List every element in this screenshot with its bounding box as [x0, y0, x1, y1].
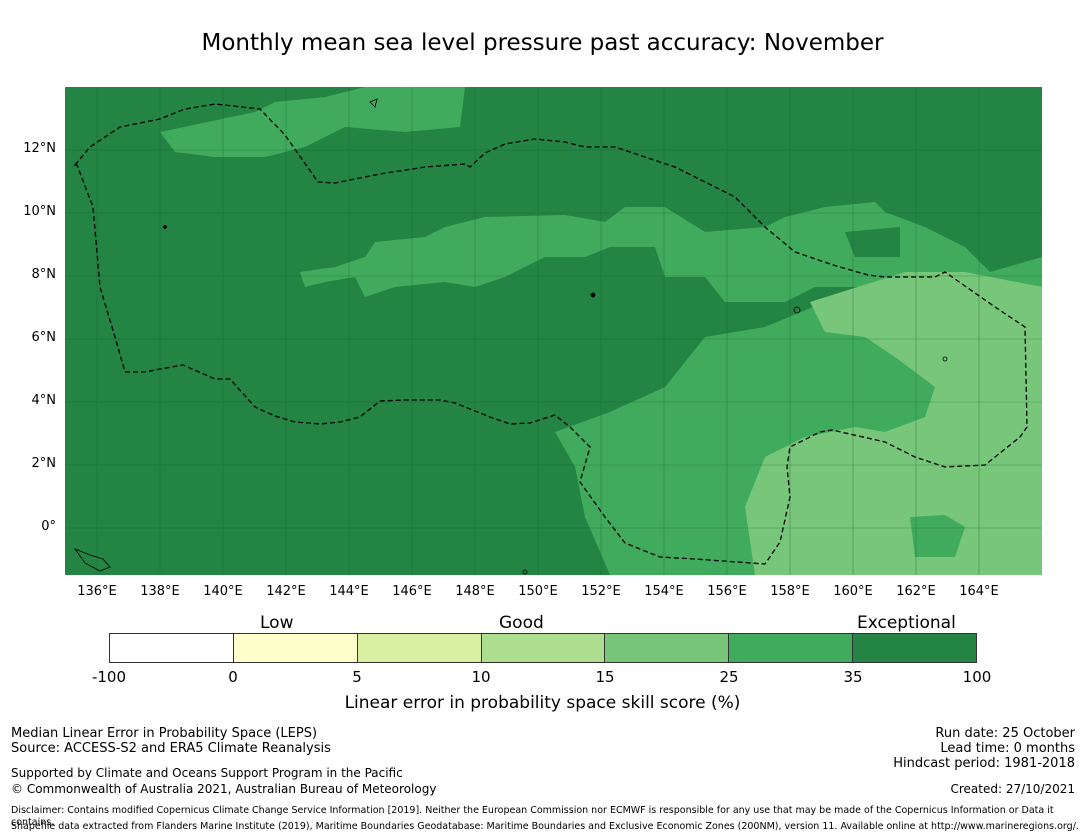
footer-copyright: © Commonwealth of Australia 2021, Austra…	[11, 782, 437, 796]
lon-label: 162°E	[896, 584, 936, 599]
colorbar	[109, 633, 977, 663]
category-exceptional: Exceptional	[857, 613, 956, 633]
colorbar-tick: 5	[352, 668, 362, 686]
run-date: Run date: 25 October	[935, 726, 1075, 741]
shapefile-credit: Shapefile data extracted from Flanders M…	[11, 821, 1079, 832]
colorbar-segment	[233, 634, 358, 662]
lon-label: 152°E	[581, 584, 621, 599]
colorbar-segment	[357, 634, 482, 662]
region-high-southeast	[555, 302, 935, 575]
region-mid-east	[745, 272, 1042, 575]
colorbar-segment	[853, 634, 977, 662]
skill-map	[65, 87, 1042, 575]
colorbar-tick: 35	[843, 668, 863, 686]
lon-label: 146°E	[392, 584, 432, 599]
colorbar-tick: 100	[962, 668, 992, 686]
colorbar-tick: 0	[228, 668, 238, 686]
map-title: Monthly mean sea level pressure past acc…	[201, 30, 884, 56]
region-high-island-patch	[845, 227, 900, 257]
lon-label: 144°E	[329, 584, 369, 599]
lon-label: 136°E	[77, 584, 117, 599]
eez-boundary	[73, 103, 1028, 565]
lon-label: 160°E	[833, 584, 873, 599]
lat-label: 6°N	[31, 330, 57, 345]
graticule	[65, 87, 1042, 575]
footer-source: Source: ACCESS-S2 and ERA5 Climate Reana…	[11, 741, 331, 756]
colorbar-tick: 25	[719, 668, 739, 686]
footer-method: Median Linear Error in Probability Space…	[11, 726, 318, 741]
lon-label: 154°E	[644, 584, 684, 599]
lon-label: 164°E	[959, 584, 999, 599]
lat-label: 12°N	[23, 141, 56, 156]
islands	[73, 98, 948, 575]
colorbar-tick: -100	[91, 668, 127, 686]
lat-label: 10°N	[23, 204, 56, 219]
footer-support: Supported by Climate and Oceans Support …	[11, 766, 403, 780]
lon-label: 148°E	[455, 584, 495, 599]
colorbar-segment	[729, 634, 854, 662]
category-good: Good	[499, 613, 544, 633]
region-high-north-strip	[160, 87, 465, 157]
colorbar-segment	[110, 634, 234, 662]
colorbar-segment	[605, 634, 730, 662]
created-date: Created: 27/10/2021	[950, 782, 1075, 796]
colorbar-label: Linear error in probability space skill …	[344, 693, 741, 713]
region-mid-patch	[910, 515, 965, 557]
lon-label: 150°E	[518, 584, 558, 599]
hindcast-period: Hindcast period: 1981-2018	[893, 756, 1075, 771]
lat-label: 2°N	[31, 456, 57, 471]
lon-label: 156°E	[707, 584, 747, 599]
lead-time: Lead time: 0 months	[940, 741, 1075, 756]
region-high-north	[65, 87, 1042, 302]
category-low: Low	[260, 613, 294, 633]
colorbar-tick: 15	[595, 668, 615, 686]
lon-label: 158°E	[770, 584, 810, 599]
lon-label: 142°E	[266, 584, 306, 599]
lat-label: 8°N	[31, 267, 57, 282]
colorbar-tick: 10	[471, 668, 491, 686]
disclaimer: Disclaimer: Contains modified Copernicus…	[11, 805, 1054, 828]
lon-label: 138°E	[140, 584, 180, 599]
colorbar-segment	[481, 634, 606, 662]
lat-label: 0°	[41, 519, 56, 534]
lat-label: 4°N	[31, 393, 57, 408]
lon-label: 140°E	[203, 584, 243, 599]
